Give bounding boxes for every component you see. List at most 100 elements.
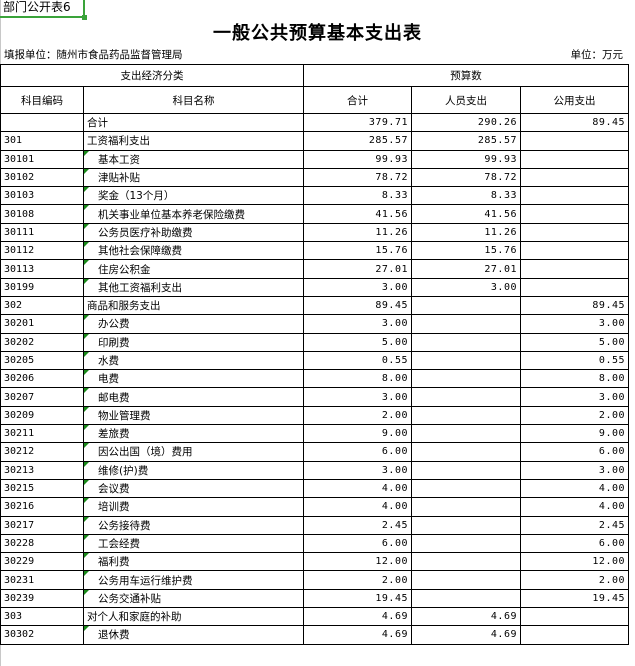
public-cell[interactable]: 5.00 (519, 332, 630, 352)
total-cell[interactable]: 4.69 (303, 625, 412, 645)
public-cell[interactable]: 6.00 (519, 442, 630, 462)
total-cell[interactable]: 27.01 (303, 259, 412, 279)
code-cell[interactable]: 30209 (0, 405, 84, 426)
code-cell[interactable]: 30231 (0, 570, 84, 590)
public-cell[interactable]: 2.00 (519, 405, 630, 426)
total-cell[interactable]: 2.00 (303, 405, 412, 426)
public-cell[interactable]: 89.45 (519, 295, 630, 316)
personnel-cell[interactable]: 99.93 (411, 149, 521, 169)
public-cell[interactable]: 89.45 (519, 112, 630, 133)
public-cell[interactable]: 4.00 (519, 497, 630, 517)
total-cell[interactable]: 78.72 (303, 167, 412, 188)
name-cell[interactable]: 退休费 (83, 625, 304, 645)
total-cell[interactable]: 11.26 (303, 222, 412, 243)
total-cell[interactable]: 19.45 (303, 588, 412, 609)
public-cell[interactable] (519, 241, 630, 261)
personnel-cell[interactable]: 290.26 (411, 112, 521, 133)
public-cell[interactable]: 9.00 (519, 424, 630, 444)
name-cell[interactable]: 培训费 (83, 497, 304, 517)
code-cell[interactable]: 30113 (0, 259, 84, 279)
total-cell[interactable]: 12.00 (303, 552, 412, 572)
name-cell[interactable]: 住房公积金 (83, 259, 304, 279)
public-cell[interactable] (519, 625, 630, 645)
name-cell[interactable]: 水费 (83, 350, 304, 371)
personnel-cell[interactable] (411, 424, 521, 444)
total-cell[interactable]: 2.00 (303, 570, 412, 590)
personnel-cell[interactable] (411, 369, 521, 389)
name-cell[interactable]: 合计 (83, 112, 304, 133)
total-cell[interactable]: 41.56 (303, 204, 412, 224)
public-cell[interactable] (519, 131, 630, 151)
name-cell[interactable]: 电费 (83, 369, 304, 389)
public-cell[interactable]: 8.00 (519, 369, 630, 389)
personnel-cell[interactable] (411, 533, 521, 554)
total-cell[interactable]: 4.00 (303, 497, 412, 517)
personnel-cell[interactable] (411, 442, 521, 462)
personnel-cell[interactable]: 78.72 (411, 167, 521, 188)
code-cell[interactable]: 30229 (0, 552, 84, 572)
name-cell[interactable]: 奖金（13个月） (83, 186, 304, 206)
personnel-cell[interactable]: 27.01 (411, 259, 521, 279)
code-cell[interactable]: 30205 (0, 350, 84, 371)
personnel-cell[interactable]: 3.00 (411, 277, 521, 297)
public-cell[interactable]: 12.00 (519, 552, 630, 572)
total-cell[interactable]: 9.00 (303, 424, 412, 444)
public-cell[interactable]: 0.55 (519, 350, 630, 371)
total-cell[interactable]: 3.00 (303, 277, 412, 297)
code-cell[interactable]: 30207 (0, 387, 84, 407)
sheet-tag-cell[interactable]: 部门公开表6 (0, 0, 87, 20)
name-cell[interactable]: 公务交通补贴 (83, 588, 304, 609)
code-cell[interactable]: 30202 (0, 332, 84, 352)
public-cell[interactable] (519, 222, 630, 243)
total-cell[interactable]: 285.57 (303, 131, 412, 151)
total-cell[interactable]: 4.69 (303, 607, 412, 627)
total-cell[interactable]: 99.93 (303, 149, 412, 169)
public-cell[interactable]: 2.00 (519, 570, 630, 590)
name-cell[interactable]: 维修(护)费 (83, 460, 304, 480)
public-cell[interactable]: 3.00 (519, 387, 630, 407)
name-cell[interactable]: 津贴补贴 (83, 167, 304, 188)
public-cell[interactable]: 4.00 (519, 478, 630, 499)
name-cell[interactable]: 因公出国（境）费用 (83, 442, 304, 462)
personnel-cell[interactable] (411, 350, 521, 371)
code-cell[interactable]: 30215 (0, 478, 84, 499)
name-cell[interactable]: 工会经费 (83, 533, 304, 554)
total-cell[interactable]: 3.00 (303, 460, 412, 480)
personnel-cell[interactable]: 41.56 (411, 204, 521, 224)
personnel-cell[interactable] (411, 497, 521, 517)
personnel-cell[interactable] (411, 387, 521, 407)
personnel-cell[interactable]: 285.57 (411, 131, 521, 151)
public-cell[interactable] (519, 204, 630, 224)
name-cell[interactable]: 公务接待费 (83, 515, 304, 535)
personnel-cell[interactable] (411, 478, 521, 499)
personnel-cell[interactable]: 15.76 (411, 241, 521, 261)
personnel-cell[interactable] (411, 570, 521, 590)
code-cell[interactable]: 303 (0, 607, 84, 627)
personnel-cell[interactable]: 4.69 (411, 607, 521, 627)
total-cell[interactable]: 6.00 (303, 533, 412, 554)
code-cell[interactable]: 30102 (0, 167, 84, 188)
public-cell[interactable]: 3.00 (519, 314, 630, 334)
public-cell[interactable] (519, 149, 630, 169)
total-cell[interactable]: 4.00 (303, 478, 412, 499)
personnel-cell[interactable]: 4.69 (411, 625, 521, 645)
public-cell[interactable] (519, 259, 630, 279)
name-cell[interactable]: 会议费 (83, 478, 304, 499)
code-cell[interactable]: 30211 (0, 424, 84, 444)
personnel-cell[interactable] (411, 405, 521, 426)
total-cell[interactable]: 2.45 (303, 515, 412, 535)
code-cell[interactable]: 30239 (0, 588, 84, 609)
public-cell[interactable]: 2.45 (519, 515, 630, 535)
code-cell[interactable]: 30101 (0, 149, 84, 169)
personnel-cell[interactable]: 11.26 (411, 222, 521, 243)
name-cell[interactable]: 福利费 (83, 552, 304, 572)
total-cell[interactable]: 8.33 (303, 186, 412, 206)
name-cell[interactable]: 基本工资 (83, 149, 304, 169)
code-cell[interactable]: 30199 (0, 277, 84, 297)
name-cell[interactable]: 商品和服务支出 (83, 295, 304, 316)
name-cell[interactable]: 印刷费 (83, 332, 304, 352)
public-cell[interactable]: 6.00 (519, 533, 630, 554)
name-cell[interactable]: 公务用车运行维护费 (83, 570, 304, 590)
total-cell[interactable]: 89.45 (303, 295, 412, 316)
public-cell[interactable] (519, 167, 630, 188)
